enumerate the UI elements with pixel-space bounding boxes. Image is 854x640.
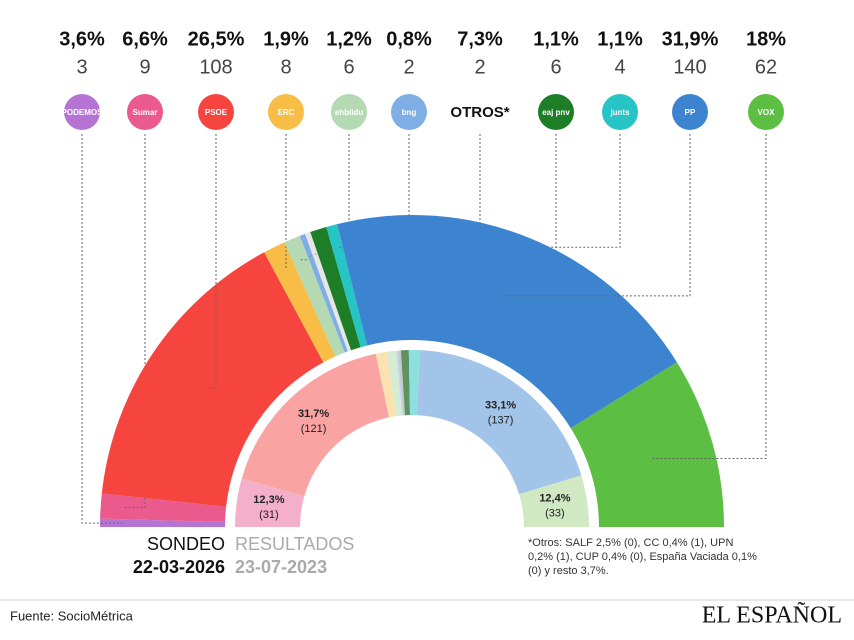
seat-arc <box>417 350 582 495</box>
seat-arc <box>241 353 390 497</box>
vote-share: 1,9% <box>263 28 309 50</box>
vote-share: 31,9% <box>662 28 719 50</box>
legend-series: RESULTADOS <box>235 534 354 554</box>
party-logo <box>602 94 638 130</box>
party-label: junts <box>609 108 630 117</box>
seat-arc <box>396 350 403 416</box>
vote-share: 1,1% <box>597 28 643 50</box>
vote-share-label: 33,1% <box>485 400 516 412</box>
vote-share-label: 31,7% <box>298 408 329 420</box>
seat-label: (121) <box>301 423 327 435</box>
party-logo <box>127 94 163 130</box>
seat-arc <box>570 362 724 527</box>
seats: 4 <box>614 56 625 78</box>
vote-share-label: 12,4% <box>539 493 570 505</box>
seat-arc <box>310 227 361 351</box>
seats: 9 <box>139 56 150 78</box>
seats: 140 <box>673 56 706 78</box>
seat-arc <box>235 478 305 527</box>
seat-arc <box>101 252 324 507</box>
leader-line <box>205 134 217 389</box>
legend-series: SONDEO <box>147 534 225 554</box>
leader-line <box>81 134 123 524</box>
vote-share: 1,2% <box>326 28 372 50</box>
party-label: PODEMOS <box>62 108 104 117</box>
vote-share: 7,3% <box>457 28 503 50</box>
vote-share: 0,8% <box>386 28 432 50</box>
source: Fuente: SocioMétrica <box>10 608 134 623</box>
party-label: ERC <box>278 108 295 117</box>
seat-arc <box>326 224 368 348</box>
seat-arc <box>519 475 589 527</box>
party-logo <box>391 94 427 130</box>
seats: 3 <box>76 56 87 78</box>
vote-share: 6,6% <box>122 28 168 50</box>
party-logo <box>331 94 367 130</box>
party-logo <box>198 94 234 130</box>
seat-arc <box>284 235 345 357</box>
party-logo <box>748 94 784 130</box>
party-logo <box>672 94 708 130</box>
party-label: Sumar <box>133 108 158 117</box>
seat-label: (33) <box>545 508 565 520</box>
party-label: ehbildu <box>335 108 364 117</box>
vote-share-label: 12,3% <box>253 494 284 506</box>
seats: 8 <box>280 56 291 78</box>
seat-arc <box>299 233 348 353</box>
party-logo <box>64 94 100 130</box>
seat-arc <box>304 232 352 352</box>
seats: 6 <box>550 56 561 78</box>
seats: 6 <box>343 56 354 78</box>
seats: 2 <box>403 56 414 78</box>
seat-arc <box>264 242 336 363</box>
vote-share: 3,6% <box>59 28 105 50</box>
leader-line <box>284 134 287 268</box>
seat-arc <box>100 493 227 522</box>
legend-date: 23-07-2023 <box>235 557 327 577</box>
vote-share: 18% <box>746 28 786 50</box>
seats: 62 <box>755 56 777 78</box>
seats: 2 <box>474 56 485 78</box>
seat-arc <box>397 350 405 416</box>
seat-arc <box>100 518 226 527</box>
party-label: PP <box>685 108 696 117</box>
leader-line <box>505 134 691 297</box>
footnote: *Otros: SALF 2,5% (0), CC 0,4% (1), UPN … <box>528 537 757 577</box>
party-logo <box>538 94 574 130</box>
vote-share: 1,1% <box>533 28 579 50</box>
vote-share: 26,5% <box>188 28 245 50</box>
seat-arc <box>337 215 677 429</box>
legend-date: 22-03-2026 <box>133 557 225 577</box>
party-label: VOX <box>758 108 776 117</box>
seats: 108 <box>199 56 232 78</box>
party-label: eaj pnv <box>542 108 570 117</box>
seat-label: (137) <box>488 415 514 427</box>
seat-label: (31) <box>259 509 279 521</box>
party-label: OTROS* <box>450 104 509 121</box>
seat-arc <box>386 350 402 417</box>
party-logo <box>268 94 304 130</box>
brand: EL ESPAÑOL <box>702 603 842 629</box>
seat-arc <box>400 350 410 416</box>
leader-line <box>123 134 146 509</box>
seat-arc <box>408 350 420 416</box>
leader-line <box>651 134 767 459</box>
seat-arc <box>375 351 396 418</box>
party-label: bng <box>402 108 417 117</box>
party-label: PSOE <box>205 108 228 117</box>
